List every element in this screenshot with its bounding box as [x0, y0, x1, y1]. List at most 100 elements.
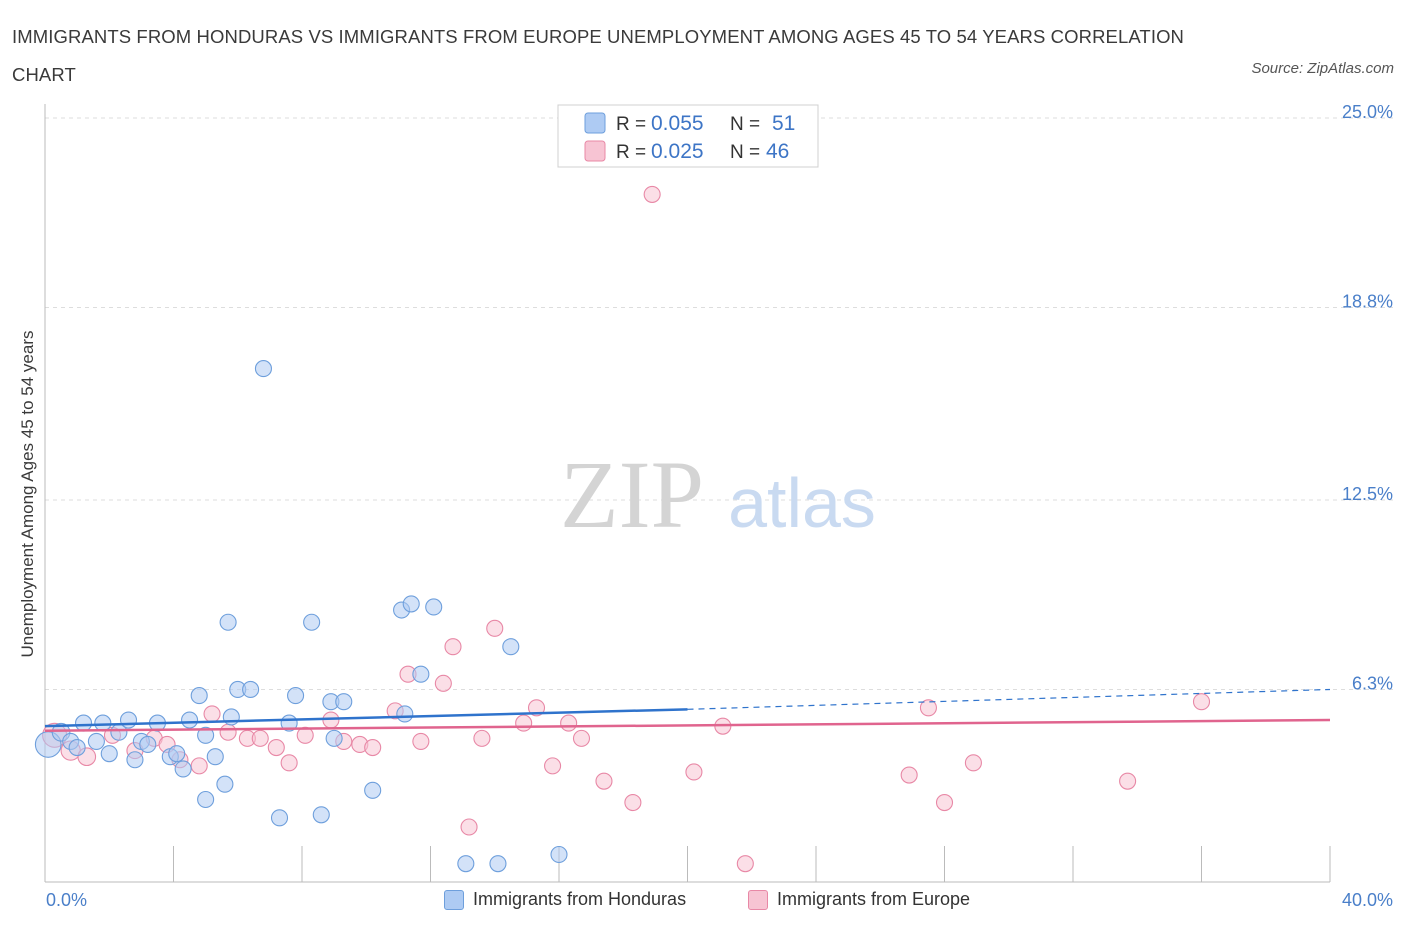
legend-r-label-blue: R =: [616, 114, 646, 135]
y-tick-labels: 6.3% 12.5% 18.8% 25.0%: [1342, 102, 1393, 693]
europe-point-29: [527, 699, 546, 717]
legend-n-value-blue: 51: [772, 112, 795, 135]
europe-point-28: [515, 714, 533, 732]
legend-item-europe: Immigrants from Europe: [748, 889, 970, 910]
honduras-point-45: [550, 845, 568, 864]
x-tick-label-max: 40.0%: [1341, 890, 1393, 910]
europe-point-38: [736, 855, 754, 873]
europe-point-12: [251, 729, 269, 747]
honduras-trend-line: [44, 708, 688, 728]
honduras-point-21: [216, 775, 234, 793]
series-legend: Immigrants from Honduras Immigrants from…: [0, 889, 1406, 915]
honduras-point-25: [242, 680, 260, 699]
europe-point-42: [964, 754, 982, 772]
legend-n-label-pink: N =: [730, 142, 760, 163]
legend-n-label-blue: N =: [730, 114, 760, 135]
honduras-points: [34, 360, 568, 873]
chart-title: IMMIGRANTS FROM HONDURAS VS IMMIGRANTS F…: [12, 26, 1185, 85]
honduras-point-30: [270, 809, 289, 827]
europe-point-25: [460, 818, 478, 836]
trend-lines: [44, 688, 1331, 732]
legend-r-value-blue: 0.055: [651, 112, 704, 135]
honduras-point-32: [312, 806, 330, 824]
x-tick-label-min: 0.0%: [46, 890, 88, 910]
honduras-point-22: [197, 790, 215, 809]
legend-r-label-pink: R =: [616, 142, 646, 163]
source-credit: Source: ZipAtlas.com: [1251, 60, 1394, 77]
honduras-point-44: [502, 638, 520, 656]
europe-trend-line: [44, 718, 1331, 732]
legend-swatch-honduras: [444, 889, 464, 910]
honduras-point-35: [325, 729, 343, 747]
honduras-point-17: [181, 711, 199, 729]
honduras-point-43: [489, 855, 507, 873]
honduras-point-6: [94, 714, 112, 732]
honduras-point-4: [75, 714, 93, 732]
europe-point-32: [572, 729, 591, 747]
legend-r-value-pink: 0.025: [651, 140, 704, 163]
legend-label-europe: Immigrants from Europe: [777, 889, 971, 909]
europe-point-39: [900, 766, 918, 784]
grid: [45, 117, 1395, 690]
honduras-point-39: [396, 705, 414, 723]
europe-point-19: [364, 738, 382, 757]
honduras-trend-extension: [687, 688, 1331, 710]
honduras-point-19: [197, 726, 215, 744]
y-tick-label-2: 18.8%: [1342, 291, 1393, 311]
watermark: ZIP atlas: [560, 441, 876, 548]
honduras-point-26: [219, 613, 237, 631]
honduras-point-18: [190, 687, 208, 705]
axes: [44, 104, 1331, 883]
europe-point-43: [1119, 772, 1137, 790]
europe-point-22: [412, 732, 430, 750]
europe-point-13: [267, 738, 285, 757]
legend-swatch-blue: [584, 112, 606, 134]
honduras-point-20: [206, 748, 224, 766]
europe-point-44: [1192, 693, 1211, 711]
watermark-atlas: atlas: [728, 464, 876, 542]
y-tick-label-1: 12.5%: [1342, 484, 1393, 504]
honduras-point-7: [100, 745, 118, 763]
europe-point-41: [935, 793, 954, 812]
honduras-point-16: [174, 760, 192, 778]
watermark-zip: ZIP: [560, 441, 704, 548]
honduras-point-12: [139, 735, 157, 754]
honduras-point-29: [287, 687, 305, 705]
legend-swatch-europe: [748, 889, 768, 910]
correlation-legend: R = 0.055 N = 51 R = 0.025 N = 46: [557, 104, 819, 168]
europe-point-36: [685, 763, 703, 781]
honduras-point-36: [364, 781, 382, 799]
europe-point-15: [296, 726, 314, 744]
europe-point-26: [473, 729, 491, 747]
honduras-point-41: [425, 598, 443, 616]
europe-point-10: [219, 723, 237, 741]
honduras-point-9: [119, 711, 138, 729]
europe-point-24: [444, 638, 462, 656]
legend-n-value-pink: 46: [766, 140, 789, 163]
europe-point-31: [560, 714, 578, 732]
legend-item-honduras: Immigrants from Honduras: [444, 889, 686, 910]
honduras-point-38: [402, 595, 420, 613]
y-tick-label-0: 6.3%: [1352, 673, 1393, 693]
europe-point-23: [434, 674, 452, 692]
europe-point-8: [190, 757, 208, 775]
honduras-point-40: [412, 665, 430, 683]
legend-label-honduras: Immigrants from Honduras: [473, 889, 687, 909]
europe-point-33: [595, 772, 613, 790]
honduras-point-27: [254, 360, 273, 378]
europe-point-14: [280, 754, 298, 772]
europe-point-35: [643, 185, 661, 203]
europe-point-30: [544, 757, 562, 775]
europe-point-9: [203, 705, 221, 723]
legend-swatch-pink: [584, 140, 606, 162]
europe-point-34: [624, 793, 642, 812]
honduras-point-34: [335, 693, 353, 711]
europe-point-40: [919, 699, 937, 717]
y-tick-label-3: 25.0%: [1342, 102, 1393, 122]
honduras-point-31: [303, 613, 321, 631]
honduras-point-42: [457, 855, 475, 873]
honduras-point-5: [87, 732, 105, 750]
honduras-point-15: [168, 745, 186, 763]
europe-point-27: [486, 619, 504, 637]
